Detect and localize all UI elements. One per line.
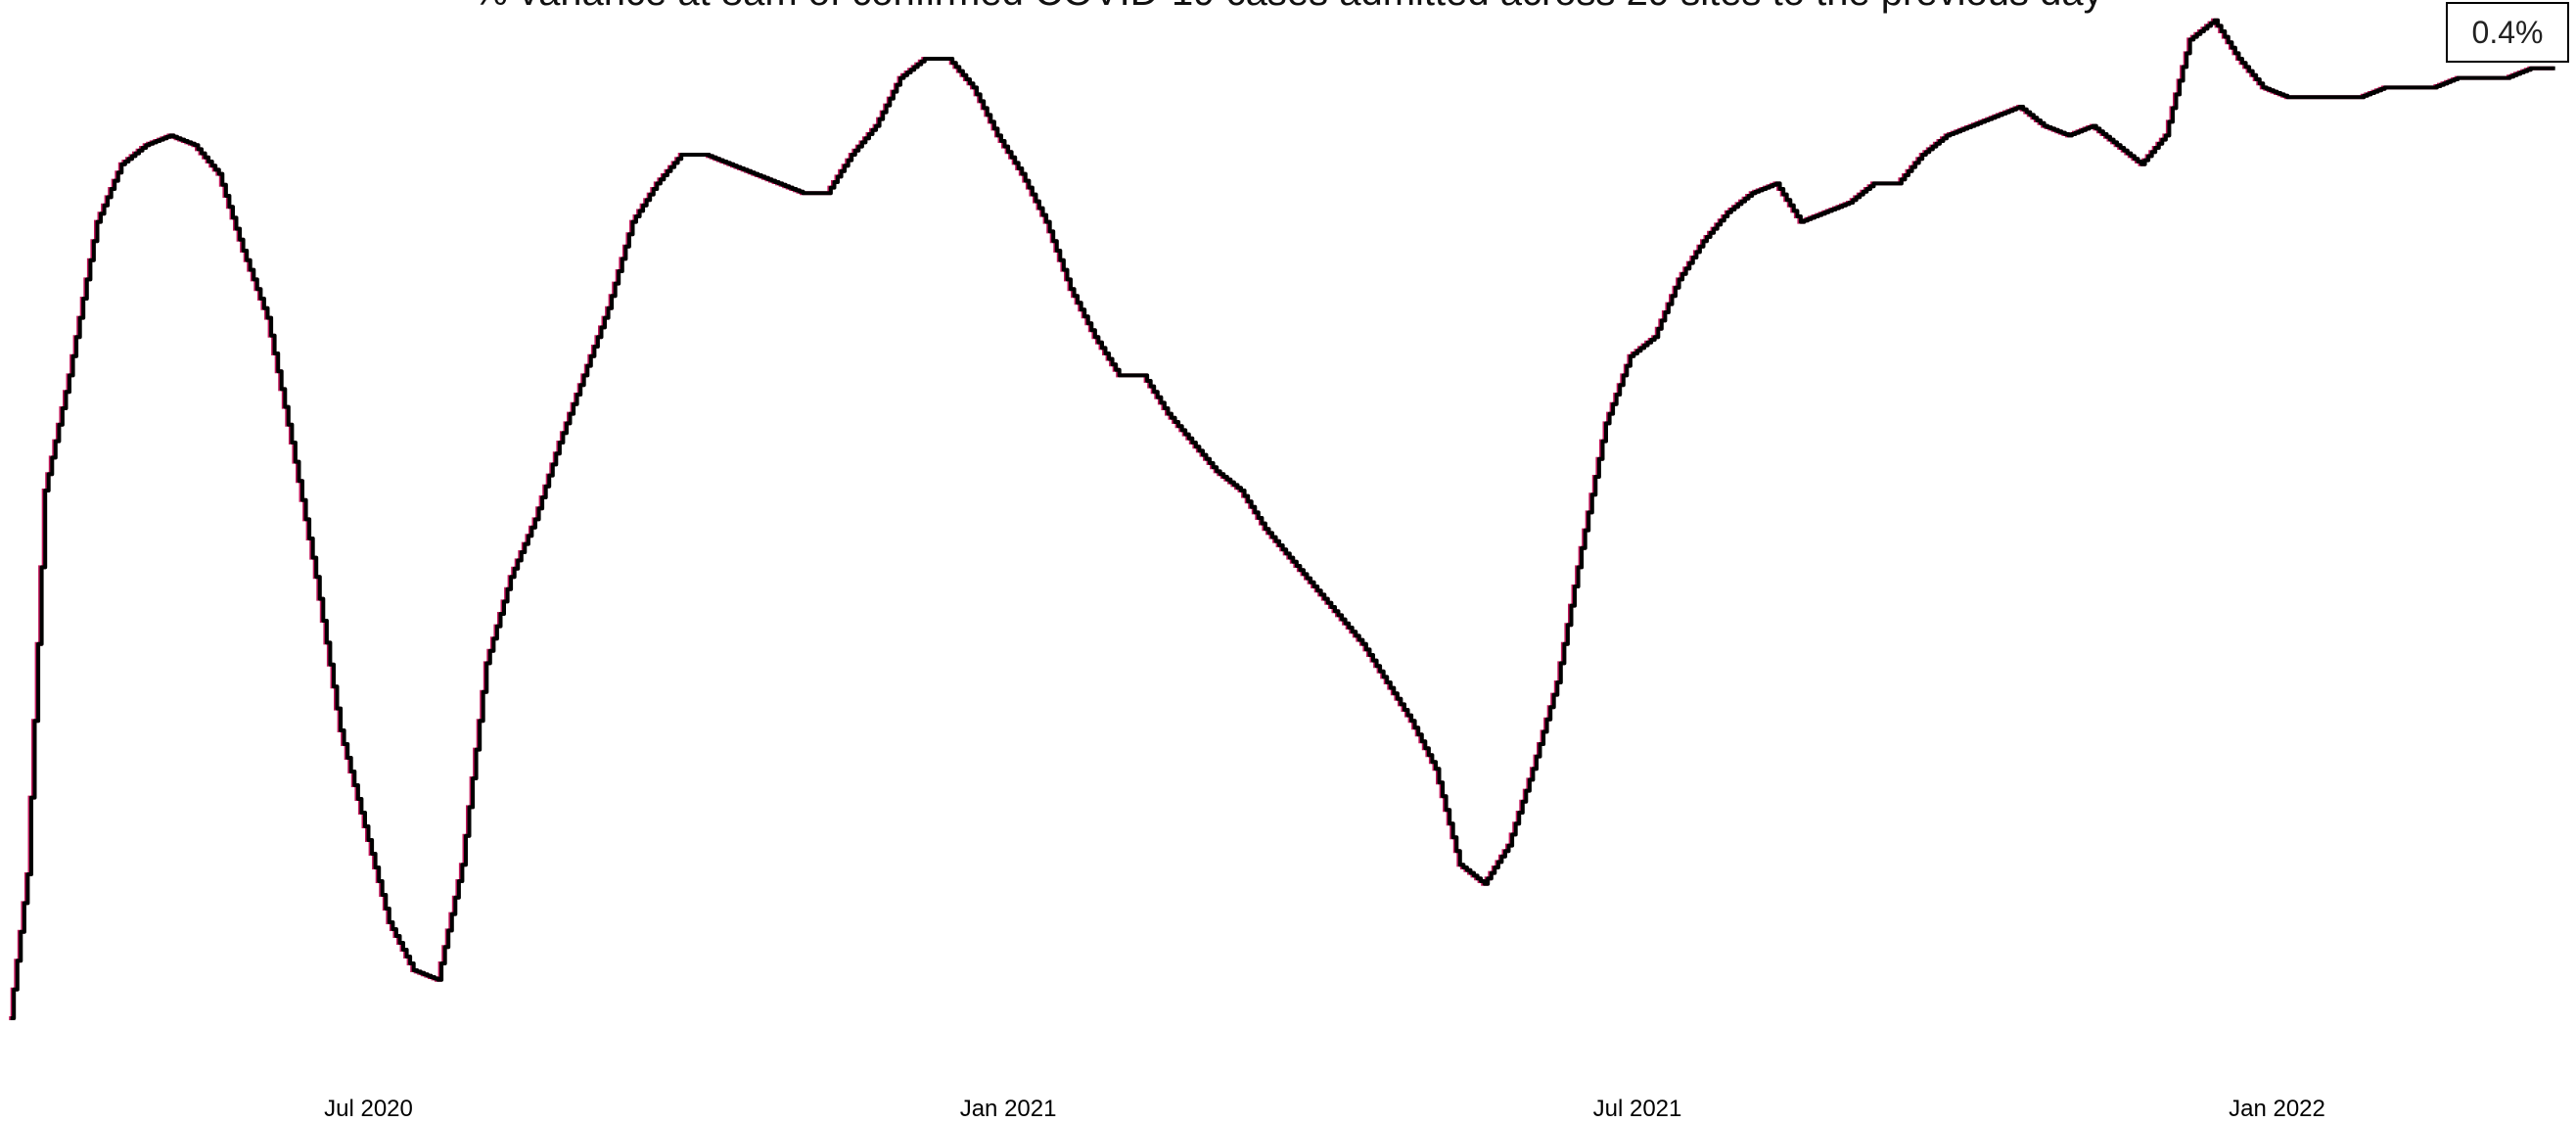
line-layer <box>9 18 2555 1020</box>
x-axis: Jul 2020 Jan 2021 Jul 2021 Jan 2022 <box>324 1096 2325 1122</box>
latest-value-box: 0.4% <box>2446 2 2569 63</box>
series-0-line <box>10 18 2555 1020</box>
latest-value-label: 0.4% <box>2471 14 2544 50</box>
x-tick-label-0: Jul 2020 <box>324 1096 413 1122</box>
x-tick-label-2: Jul 2021 <box>1593 1096 1682 1122</box>
series-0-shadow-line <box>9 18 2554 1020</box>
x-tick-label-1: Jan 2021 <box>960 1096 1057 1122</box>
x-tick-label-3: Jan 2022 <box>2229 1096 2325 1122</box>
chart-title: % variance at 8am of confirmed COVID-19 … <box>0 0 2576 15</box>
